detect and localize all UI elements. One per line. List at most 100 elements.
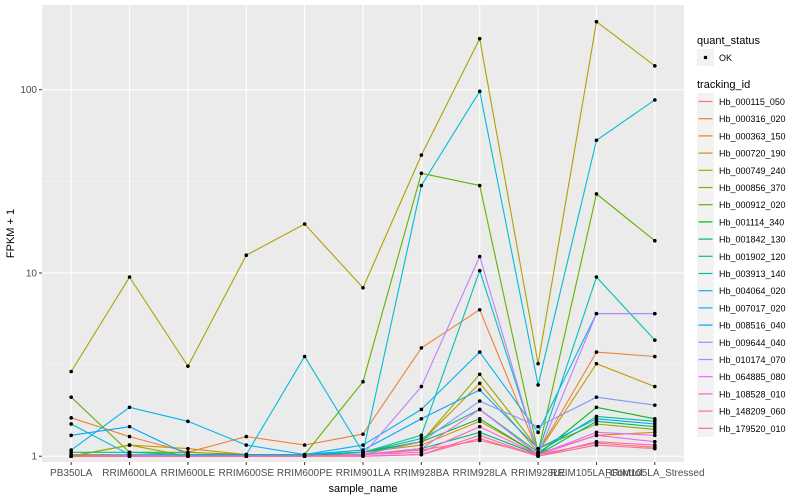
data-point — [594, 419, 599, 424]
data-point — [69, 416, 73, 420]
data-point — [244, 443, 249, 447]
data-point — [244, 454, 249, 459]
data-point — [653, 430, 657, 435]
legend: quant_status OK tracking_id Hb_000115_05… — [697, 35, 786, 437]
data-point — [244, 434, 249, 439]
data-point — [653, 427, 657, 432]
data-point — [653, 443, 657, 447]
data-point — [302, 222, 307, 226]
legend-quant-status-title: quant_status — [697, 35, 760, 47]
data-point — [127, 443, 132, 447]
data-point — [419, 346, 424, 350]
y-tick-label: 10 — [26, 268, 38, 279]
data-point — [419, 433, 424, 438]
data-point — [186, 364, 190, 368]
data-point — [594, 192, 599, 196]
data-point — [653, 446, 657, 451]
y-axis-title: FPKM + 1 — [5, 209, 17, 258]
x-tick-label: RRIM600LE — [161, 468, 216, 479]
data-point — [594, 138, 599, 143]
data-point — [653, 439, 657, 444]
data-point — [69, 448, 73, 452]
data-point — [594, 405, 599, 410]
data-point — [653, 419, 657, 424]
data-point — [477, 433, 482, 438]
data-point — [477, 254, 482, 259]
data-point — [419, 446, 424, 451]
x-tick-label: RRIM600PE — [277, 468, 333, 479]
data-point — [653, 311, 657, 316]
y-tick-label: 1 — [31, 452, 37, 463]
data-point — [594, 443, 599, 447]
x-tick-label: RRIM928LE — [511, 468, 566, 479]
legend-series-label: Hb_000912_020 — [719, 200, 786, 210]
data-point — [536, 430, 540, 435]
data-point — [302, 454, 307, 459]
data-point — [477, 430, 482, 435]
data-point — [653, 98, 657, 102]
x-tick-label: RRIM928BA — [394, 468, 450, 479]
data-point — [477, 350, 482, 354]
x-tick-label: PB350LA — [50, 468, 93, 479]
data-point — [653, 238, 657, 243]
data-point — [302, 354, 307, 359]
y-tick-label: 100 — [20, 85, 37, 96]
data-point — [186, 419, 190, 424]
x-tick-label: RRIM600LA — [102, 468, 157, 479]
legend-series-label: Hb_000115_050 — [719, 97, 785, 107]
data-point — [477, 372, 482, 377]
legend-series-label: Hb_000316_020 — [719, 114, 786, 124]
data-point — [69, 369, 73, 374]
legend-series-label: Hb_000720_190 — [719, 149, 786, 159]
data-point — [419, 443, 424, 447]
legend-series-label: Hb_108528_010 — [719, 389, 786, 399]
data-point — [69, 433, 73, 438]
legend-series-label: Hb_003913_140 — [719, 269, 786, 279]
legend-series-label: Hb_000856_370 — [719, 183, 786, 193]
legend-series-label: Hb_010174_070 — [719, 355, 786, 365]
legend-tracking-id-title: tracking_id — [697, 79, 750, 91]
legend-series-label: Hb_000749_240 — [719, 166, 786, 176]
legend-series-label: Hb_001114_340 — [719, 217, 784, 227]
data-point — [653, 424, 657, 429]
legend-series-label: Hb_000363_150 — [719, 131, 786, 141]
legend-series-label: Hb_001842_130 — [719, 235, 786, 245]
data-point — [477, 268, 482, 273]
x-tick-label: RRIM105LA_Control — [550, 468, 642, 479]
data-point — [536, 424, 540, 429]
data-point — [594, 275, 599, 279]
x-tick-label: RRIM901LA — [336, 468, 391, 479]
data-point — [419, 183, 424, 188]
data-point — [594, 422, 599, 426]
data-point — [419, 417, 424, 421]
data-point — [653, 354, 657, 359]
data-point — [653, 422, 657, 426]
data-point — [127, 275, 132, 279]
data-point — [594, 433, 599, 438]
legend-series-label: Hb_001902_120 — [719, 252, 786, 262]
data-point — [594, 395, 599, 399]
data-point — [361, 379, 365, 384]
data-point — [653, 64, 657, 68]
x-axis-ticks: PB350LA RRIM600LA RRIM600LE RRIM600SE RRIM60… — [50, 462, 705, 479]
data-point — [653, 384, 657, 389]
data-point — [536, 361, 540, 366]
data-point — [594, 361, 599, 366]
data-point — [536, 446, 540, 451]
data-point — [302, 443, 307, 447]
data-point — [361, 448, 365, 452]
y-axis-ticks: 1 10 100 — [20, 85, 42, 463]
data-point — [69, 422, 73, 426]
legend-series-label: Hb_004064_020 — [719, 286, 786, 296]
data-point — [594, 311, 599, 316]
data-point — [594, 19, 599, 24]
legend-quant-status-label: OK — [719, 53, 732, 63]
data-point — [477, 89, 482, 94]
legend-series-label: Hb_148209_060 — [719, 407, 786, 417]
data-point — [419, 407, 424, 412]
data-point — [536, 454, 540, 459]
data-point — [594, 430, 599, 435]
legend-series-label: Hb_008516_040 — [719, 321, 786, 331]
data-point — [419, 439, 424, 444]
